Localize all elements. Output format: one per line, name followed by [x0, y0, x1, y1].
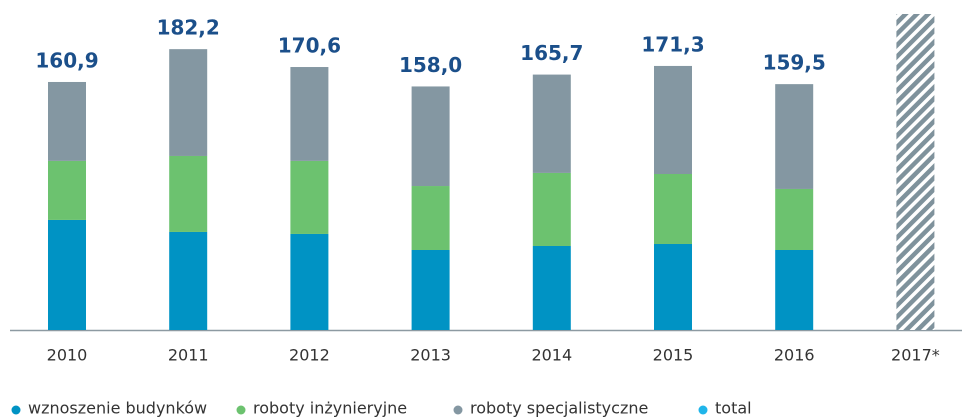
total-label: 170,6 — [278, 34, 341, 58]
bar-segment — [48, 219, 86, 330]
legend-label: total — [715, 399, 752, 418]
legend-dot — [453, 405, 463, 415]
bar-segment — [775, 84, 814, 189]
bar-segment — [169, 231, 208, 330]
bar-segment — [532, 172, 571, 246]
bar-segment — [290, 233, 329, 330]
x-tick-label: 2010 — [47, 346, 88, 365]
legend-dot — [236, 405, 246, 415]
bar-segment — [654, 174, 692, 244]
bar-segment — [411, 186, 450, 250]
total-label: 158,0 — [399, 53, 462, 77]
total-label: 159,5 — [763, 51, 826, 75]
legend-dot — [11, 405, 21, 415]
x-tick-label: 2017* — [891, 346, 940, 365]
legend-label: wznoszenie budynków — [28, 399, 207, 418]
x-tick-label: 2014 — [531, 346, 572, 365]
bar-segment — [532, 74, 571, 173]
bar-segment — [654, 65, 692, 175]
x-tick-label: 2015 — [653, 346, 694, 365]
total-label: 182,2 — [157, 16, 220, 40]
bar-segment — [169, 49, 208, 156]
bar-segment — [411, 249, 450, 330]
x-tick-label: 2013 — [410, 346, 451, 365]
total-label: 160,9 — [35, 48, 98, 72]
bar-segment — [411, 86, 450, 187]
x-tick-label: 2012 — [289, 346, 330, 365]
bar-segment — [290, 67, 329, 161]
bar-segment — [48, 81, 86, 161]
bar-segment — [290, 160, 329, 234]
legend-dot — [698, 405, 708, 415]
bar-segment — [169, 155, 208, 232]
bar-segment — [532, 245, 571, 330]
total-label: 171,3 — [641, 32, 704, 56]
x-tick-label: 2016 — [774, 346, 815, 365]
forecast-bar — [896, 14, 935, 330]
legend-label: roboty inżynieryjne — [253, 399, 407, 418]
legend-label: roboty specjalistyczne — [470, 399, 648, 418]
bar-segment — [48, 160, 86, 220]
x-tick-label: 2011 — [168, 346, 209, 365]
bar-segment — [654, 243, 692, 330]
total-label: 165,7 — [520, 41, 583, 65]
bar-segment — [775, 249, 814, 330]
bar-segment — [775, 188, 814, 250]
